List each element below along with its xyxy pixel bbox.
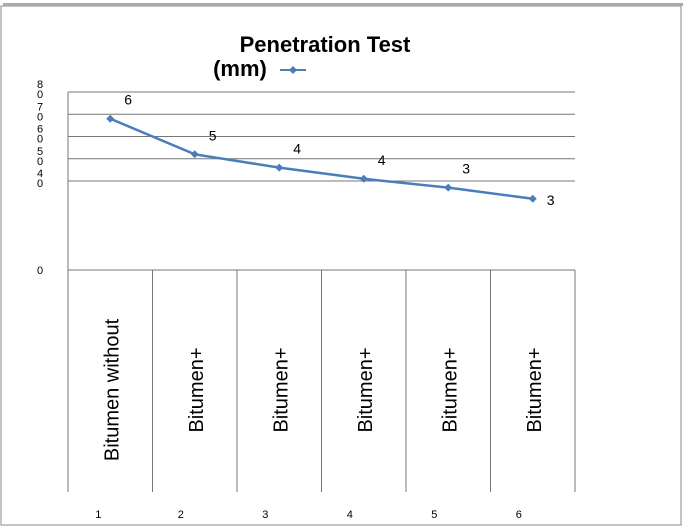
- x-tick-label: Bitumen+: [186, 347, 208, 432]
- x-tick-label: Bitumen+: [355, 347, 377, 432]
- data-label: 3: [462, 161, 470, 177]
- series-line: [109, 117, 533, 201]
- data-label: 4: [293, 141, 301, 157]
- data-label: 6: [124, 92, 132, 108]
- top-edge: [3, 3, 683, 6]
- point: [444, 183, 453, 192]
- category-number: 2: [178, 509, 184, 521]
- point: [275, 163, 284, 172]
- x-tick-label: Bitumen+: [270, 347, 292, 432]
- y-tick-label: 0: [37, 265, 43, 277]
- category-number: 1: [95, 509, 101, 521]
- chart-title: Penetration Test (mm): [213, 32, 411, 81]
- point: [106, 114, 115, 123]
- data-label: 3: [547, 192, 555, 208]
- data-label: 5: [209, 127, 217, 143]
- legend-marker: [289, 66, 297, 74]
- point: [528, 194, 537, 203]
- x-tick-label: Bitumen without: [101, 318, 123, 461]
- point: [359, 174, 368, 183]
- category-number: 6: [516, 509, 522, 521]
- x-tick-label: Bitumen+: [524, 347, 546, 432]
- x-tick-label: Bitumen+: [439, 347, 461, 432]
- category-number: 4: [347, 509, 353, 521]
- point: [190, 150, 199, 159]
- category-number: 5: [431, 509, 437, 521]
- category-number: 3: [262, 509, 268, 521]
- data-label: 4: [378, 152, 386, 168]
